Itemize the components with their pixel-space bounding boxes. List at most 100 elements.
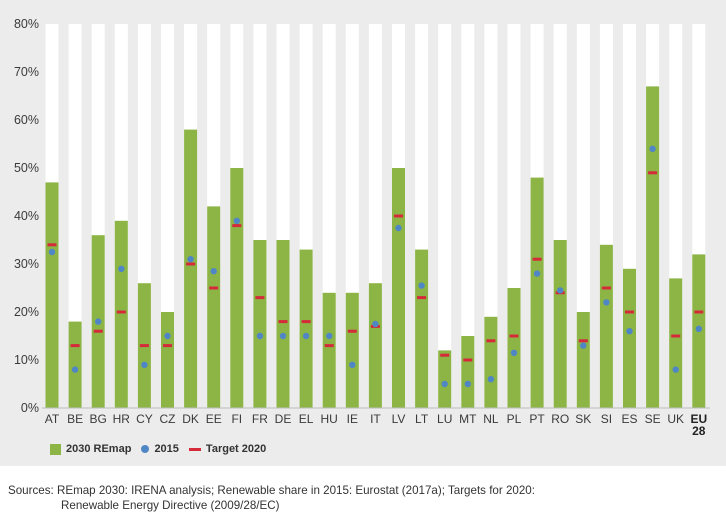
- target-2020-marker: [93, 329, 103, 333]
- legend-item-target: Target 2020: [188, 443, 267, 455]
- share-2015-dot: [141, 361, 148, 368]
- share-2015-dot: [187, 256, 194, 263]
- y-tick-label: 80%: [14, 17, 39, 31]
- target-2020-marker: [648, 171, 658, 175]
- share-2015-dot: [557, 287, 564, 294]
- target-2020-marker: [601, 286, 611, 290]
- remap-bar: [438, 350, 452, 408]
- target-2020-marker: [209, 286, 219, 290]
- x-tick-label: NL: [483, 412, 499, 426]
- target-2020-marker: [255, 296, 265, 300]
- target-2020-marker: [116, 310, 126, 314]
- target-2020-marker: [139, 344, 149, 348]
- remap-bar: [114, 220, 128, 408]
- x-tick-label: CZ: [160, 412, 176, 426]
- y-tick-label: 10%: [14, 353, 39, 367]
- share-2015-dot: [418, 282, 425, 289]
- target-2020-marker: [70, 344, 80, 348]
- share-2015-dot: [510, 349, 518, 356]
- remap-bar: [461, 336, 475, 408]
- target-2020-marker: [394, 214, 403, 218]
- source-line-1: Sources: REmap 2030: IRENA analysis; Ren…: [8, 484, 535, 497]
- column-background: [461, 24, 475, 408]
- share-2015-dot: [441, 380, 448, 388]
- share-2015-dot: [603, 299, 610, 306]
- legend-swatch-2015: [141, 445, 150, 453]
- column-background: [438, 24, 452, 408]
- share-2015-dot: [649, 145, 656, 152]
- legend-label-2015: 2015: [154, 443, 179, 455]
- x-tick-label: AT: [45, 412, 60, 426]
- share-2015-dot: [256, 332, 264, 340]
- target-2020-marker: [163, 344, 172, 348]
- target-2020-marker: [671, 334, 681, 338]
- legend-label-target: Target 2020: [205, 443, 267, 455]
- y-tick-label: 60%: [14, 113, 39, 127]
- target-2020-marker: [694, 310, 704, 314]
- remap-bar: [230, 168, 244, 408]
- target-2020-marker: [578, 339, 588, 343]
- target-2020-marker: [301, 320, 311, 324]
- share-2015-dot: [48, 248, 56, 256]
- remap-bar: [253, 240, 267, 408]
- target-2020-marker: [509, 334, 519, 338]
- x-tick-label: BG: [90, 412, 107, 426]
- remap-bar: [415, 249, 429, 408]
- x-tick-label: SK: [575, 412, 591, 426]
- bar-chart: 0% 10% 20% 30% 40% 50% 60% 70% 80% AT BE BG HR CY CZ DK…: [14, 17, 710, 438]
- remap-bar: [623, 268, 636, 408]
- target-2020-marker: [186, 262, 196, 266]
- legend-swatch-remap: [50, 443, 61, 455]
- remap-bar: [530, 177, 544, 408]
- x-tick-label: UK: [667, 412, 684, 426]
- x-tick-label: FI: [231, 412, 242, 426]
- remap-bar: [161, 312, 174, 408]
- x-tick-label: HU: [321, 412, 338, 426]
- x-tick-label: EL: [299, 412, 314, 426]
- x-tick-label: LT: [415, 412, 429, 426]
- share-2015-dot: [164, 332, 171, 340]
- x-tick-label: LV: [392, 412, 406, 426]
- x-tick-label: PT: [529, 412, 545, 426]
- share-2015-dot: [533, 270, 541, 277]
- share-2015-dot: [118, 265, 125, 272]
- remap-bar: [322, 292, 336, 408]
- remap-bar: [646, 86, 660, 409]
- column-background: [484, 24, 498, 408]
- legend-item-remap: 2030 REmap: [50, 443, 131, 455]
- remap-bar: [392, 168, 405, 408]
- x-tick-label: HR: [113, 412, 131, 426]
- x-tick-label: SE: [645, 412, 661, 426]
- share-2015-dot: [279, 332, 287, 340]
- x-tick-label: DK: [182, 412, 199, 426]
- y-tick-label: 70%: [14, 65, 39, 79]
- share-2015-dot: [672, 366, 679, 373]
- column-background: [68, 24, 82, 408]
- target-2020-marker: [417, 296, 427, 300]
- y-tick-label: 0%: [21, 401, 39, 415]
- target-2020-marker: [347, 329, 357, 333]
- remap-bar: [276, 240, 290, 408]
- x-tick-label: DE: [275, 412, 292, 426]
- remap-bar: [669, 278, 683, 408]
- remap-bar: [507, 288, 521, 408]
- x-tick-label: MT: [459, 412, 477, 426]
- remap-bar: [299, 249, 313, 408]
- remap-bar: [484, 316, 498, 408]
- remap-bar: [599, 244, 613, 408]
- target-2020-marker: [440, 353, 450, 357]
- legend-item-2015: 2015: [141, 443, 179, 455]
- legend-swatch-target: [188, 447, 201, 451]
- share-2015-dot: [372, 320, 379, 328]
- target-2020-marker: [278, 320, 288, 324]
- target-2020-marker: [486, 339, 496, 343]
- y-tick-label: 20%: [14, 305, 39, 319]
- remap-bar: [45, 182, 59, 408]
- share-2015-dot: [695, 325, 702, 332]
- y-tick-label: 50%: [14, 161, 39, 175]
- remap-bar: [576, 312, 590, 408]
- y-tick-label: 40%: [14, 209, 39, 223]
- share-2015-dot: [326, 332, 333, 340]
- y-tick-label: 30%: [14, 257, 39, 271]
- target-2020-marker: [625, 310, 634, 314]
